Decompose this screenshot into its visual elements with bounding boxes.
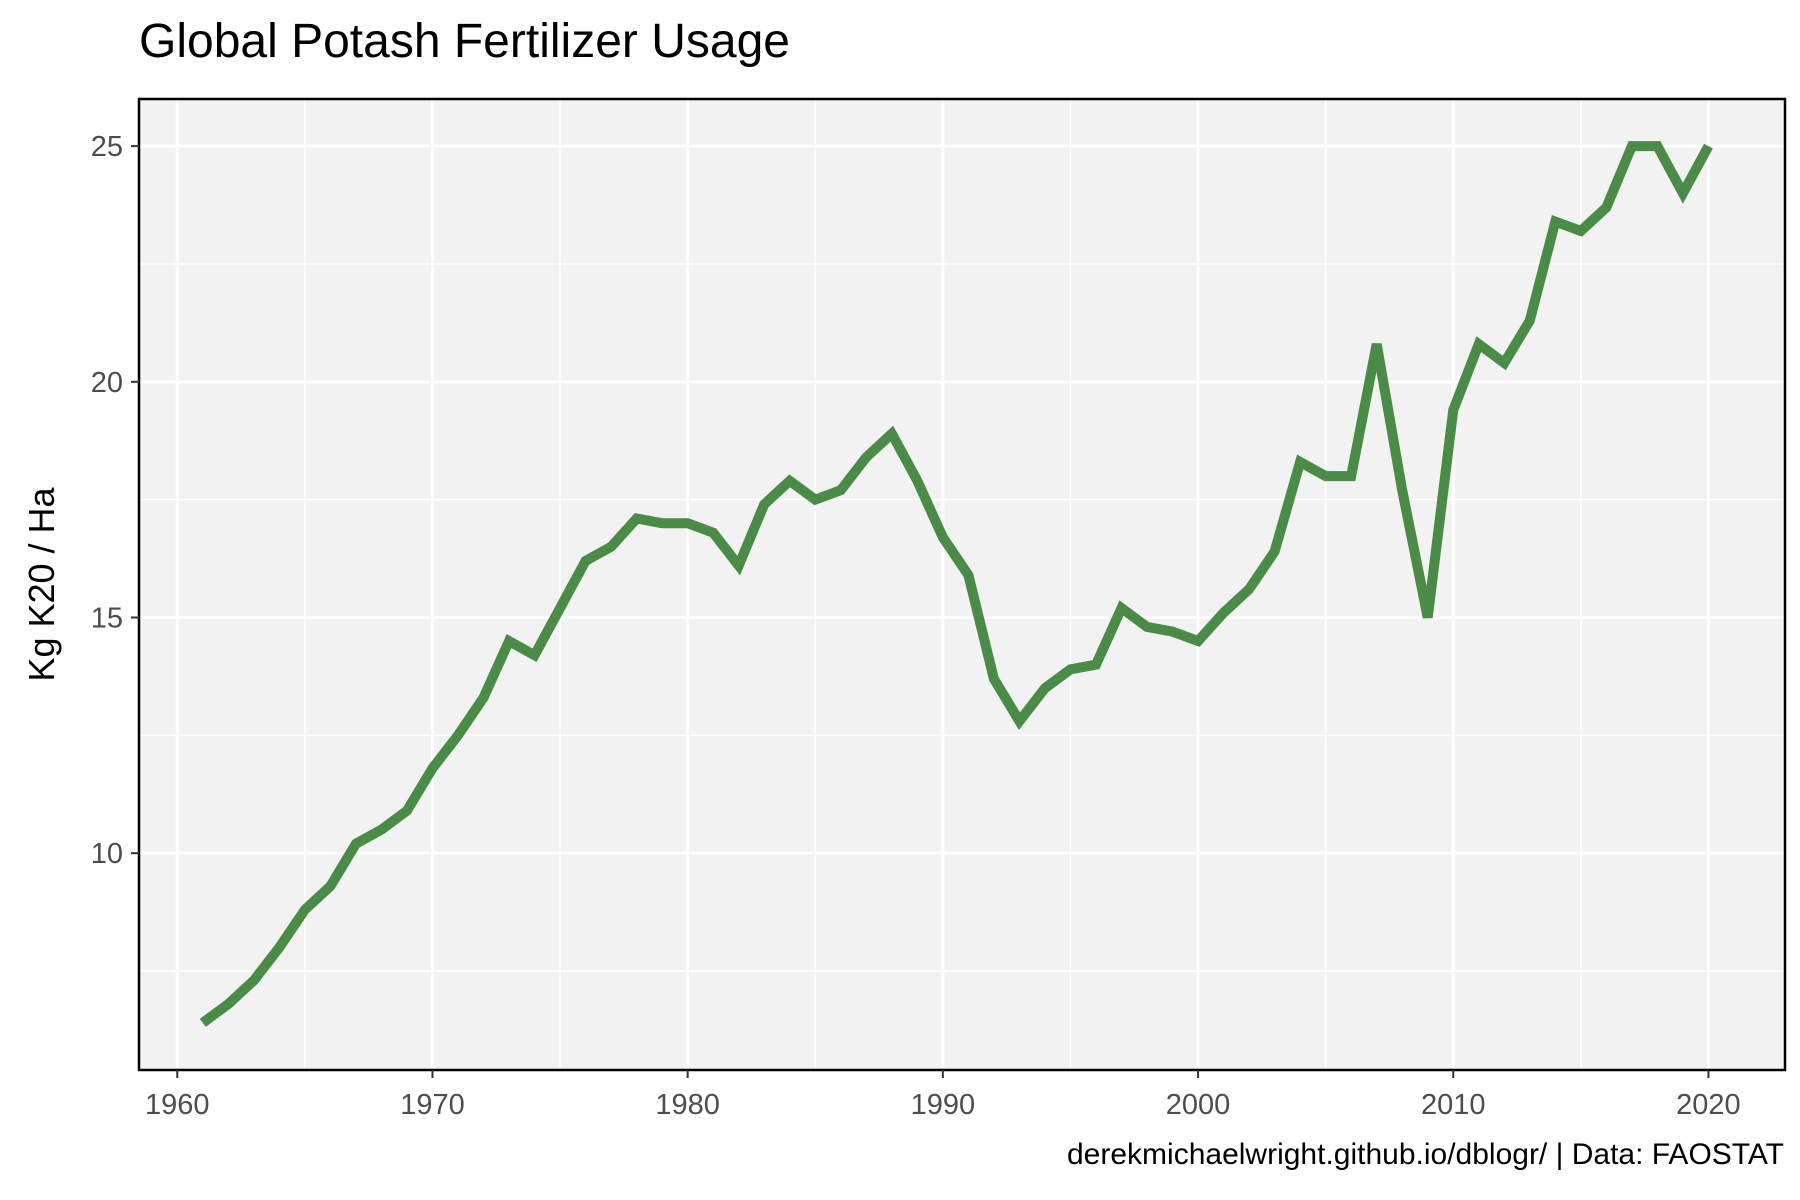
series-line	[199, 141, 1713, 1027]
plot-panel	[139, 99, 1785, 1070]
y-axis: 10 15 20 25	[91, 131, 139, 870]
y-tick-label: 15	[91, 602, 123, 634]
grid-major	[139, 99, 1785, 1070]
x-tick-label: 2000	[1166, 1089, 1231, 1121]
x-tick-label: 1980	[655, 1089, 720, 1121]
y-tick-label: 25	[91, 131, 123, 163]
x-tick-label: 1990	[911, 1089, 976, 1121]
y-tick-label: 20	[91, 367, 123, 399]
x-tick-label: 2010	[1421, 1089, 1486, 1121]
x-tick-label: 1970	[400, 1089, 465, 1121]
x-tick-label: 2020	[1676, 1089, 1741, 1121]
chart-caption: derekmichaelwright.github.io/dblogr/ | D…	[1067, 1138, 1784, 1171]
x-tick-label: 1960	[145, 1089, 210, 1121]
y-axis-label: Kg K20 / Ha	[21, 486, 62, 681]
chart-title: Global Potash Fertilizer Usage	[139, 15, 790, 68]
y-tick-label: 10	[91, 838, 123, 870]
x-axis: 1960 1970 1980 1990 2000 2010 2020	[145, 1070, 1741, 1121]
grid-minor	[139, 99, 1785, 1070]
plot-border	[137, 97, 1787, 1072]
